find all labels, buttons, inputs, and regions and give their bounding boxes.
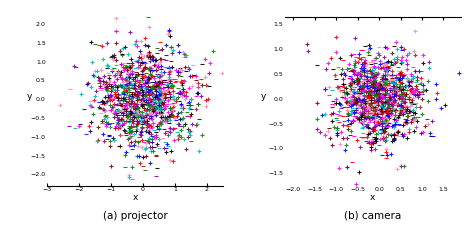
X-axis label: x: x xyxy=(133,193,138,202)
Y-axis label: y: y xyxy=(261,92,266,101)
Y-axis label: y: y xyxy=(27,92,32,101)
X-axis label: x: x xyxy=(370,193,375,202)
Title: (a) projector: (a) projector xyxy=(102,211,167,221)
Title: (b) camera: (b) camera xyxy=(344,211,401,221)
